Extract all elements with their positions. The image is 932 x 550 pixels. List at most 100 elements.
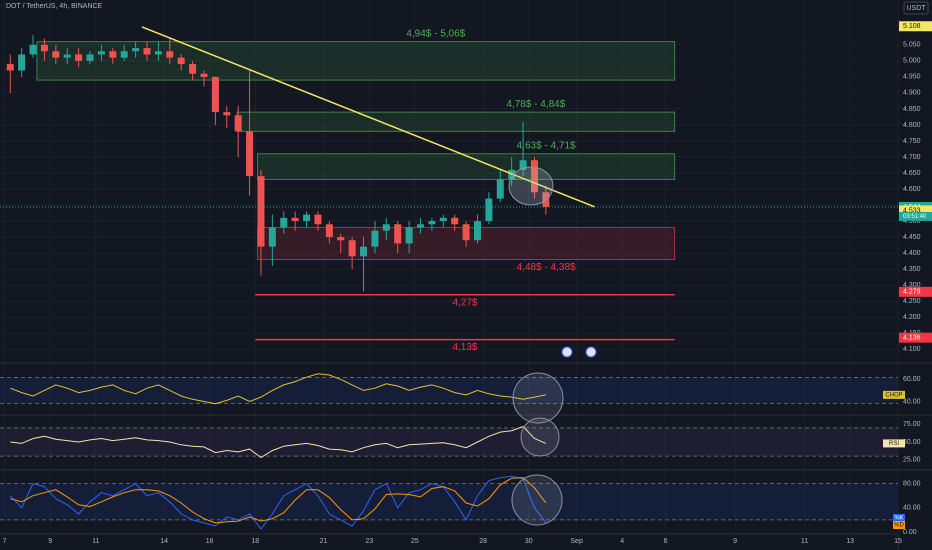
y-tick-label: 4.100 [903,346,921,353]
x-tick-label: 21 [320,538,328,545]
zone [257,153,676,180]
legend-badge [883,390,905,399]
price-label-bg [899,205,932,216]
y-tick-label: 4.700 [903,154,921,161]
y-tick-label: 25.00 [903,457,921,464]
candle-body [18,54,26,71]
candle-body [200,73,208,77]
candle-body [97,51,105,55]
candle-body [154,51,162,55]
candle-body [371,230,379,247]
x-tick-label: 7 [3,538,7,545]
y-tick-label: 40.00 [903,505,921,512]
x-tick-label: 25 [411,538,419,545]
candle-body [451,217,459,225]
candle-body [496,179,504,199]
zone-label: 4,63$ - 4,71$ [517,140,576,151]
candle-body [337,237,345,241]
legend-badge [883,439,905,448]
candle-body [52,51,60,58]
event-icon[interactable] [561,346,573,358]
y-tick-label: 0.00 [903,529,917,536]
y-tick-label: 4.850 [903,106,921,113]
y-tick-label: 4.400 [903,250,921,257]
zone-label: 4,48$ - 4,38$ [517,262,576,273]
highlight [508,166,554,206]
legend-label: CHOP [885,392,902,398]
level-label: 4,13$ [452,342,477,353]
candle-body [234,115,242,132]
x-tick-label: 13 [846,538,854,545]
x-tick-label: 15 [894,538,902,545]
candle-body [417,224,425,228]
candle-body [382,224,390,231]
price-label: 4.533 [903,207,921,214]
symbol-header: DOT / TetherUS, 4h, BINANCE [6,3,103,10]
x-tick-label: 23 [365,538,373,545]
candle-body [314,214,322,225]
candle-body [166,51,174,58]
y-tick-label: 4.250 [903,298,921,305]
candle-body [268,227,276,247]
legend-label: %K [894,516,903,522]
indicator-line [10,477,547,524]
indicator-line [10,373,546,405]
level-label: 4,27$ [452,297,477,308]
trendline [141,26,596,208]
candle-body [485,198,493,222]
candle-body [86,54,94,61]
zone [236,111,676,132]
candle-body [75,54,83,61]
y-tick-label: 5.000 [903,58,921,65]
x-tick-label: 28 [479,538,487,545]
currency-badge[interactable] [903,1,929,15]
price-label-bg [899,286,932,297]
x-tick-label: 6 [664,538,668,545]
y-tick-label: 40.00 [903,398,921,405]
candle-body [291,217,299,222]
price-label: 5.108 [903,23,921,30]
legend-badge [893,521,905,529]
x-tick-label: 9 [733,538,737,545]
candle-body [325,224,333,238]
legend-label: %D [894,523,904,529]
price-label-bg [899,21,932,32]
candle-body [246,131,254,177]
candle-body [120,51,128,58]
x-tick-label: 16 [206,538,214,545]
x-tick-label: 30 [525,538,533,545]
candle-body [280,217,288,228]
zone-label: 4,78$ - 4,84$ [506,99,565,110]
currency: USDT [906,5,926,12]
candle-body [109,51,117,58]
x-tick-label: 18 [251,538,259,545]
x-tick-label: Sep [570,538,583,545]
y-tick-label: 4.600 [903,186,921,193]
y-tick-label: 4.350 [903,266,921,273]
x-tick-label: 11 [92,538,99,545]
candle-body [40,44,48,52]
y-tick-label: 4.950 [903,74,921,81]
event-icon[interactable] [585,346,597,358]
y-tick-label: 4.650 [903,170,921,177]
countdown: 03:51:40 [903,214,927,220]
candle-body [257,176,265,247]
zone-label: 4,94$ - 5,06$ [406,28,465,39]
y-tick-label: 4.200 [903,314,921,321]
countdown-bg [899,211,932,221]
y-tick-label: 80.00 [903,480,921,487]
indicator-line [10,425,547,459]
x-tick-label: 11 [801,538,808,545]
candle-body [6,64,14,71]
y-tick-label: 4.450 [903,234,921,241]
indicator-line [9,475,547,530]
candle-body [530,160,538,193]
y-tick-label: 4.900 [903,90,921,97]
x-tick-label: 9 [48,538,52,545]
candle-body [405,227,413,244]
legend-badge [893,514,905,522]
candle-body [189,64,197,74]
highlight [520,417,560,457]
